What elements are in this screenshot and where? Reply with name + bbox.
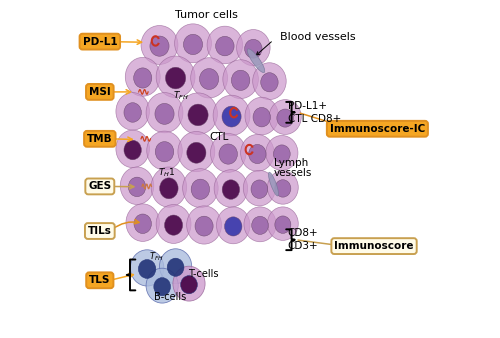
Ellipse shape [138,260,156,279]
Ellipse shape [155,103,174,124]
Ellipse shape [223,60,258,99]
Ellipse shape [130,250,164,286]
Ellipse shape [150,36,169,56]
Ellipse shape [236,29,270,66]
Text: CD8+: CD8+ [288,228,318,238]
Ellipse shape [146,93,183,133]
Ellipse shape [156,204,191,243]
Ellipse shape [253,107,270,127]
Text: GES: GES [88,182,112,191]
Ellipse shape [147,131,182,170]
Ellipse shape [160,249,192,284]
Ellipse shape [266,136,298,170]
Ellipse shape [248,144,266,164]
Ellipse shape [222,180,240,199]
Text: Blood vessels: Blood vessels [280,31,356,42]
Text: CTL CD8+: CTL CD8+ [288,114,341,124]
Text: $T_H$1: $T_H$1 [158,166,176,178]
Text: TLS: TLS [89,275,110,285]
Ellipse shape [207,26,242,64]
Ellipse shape [219,144,238,164]
Text: CTL: CTL [210,132,229,142]
Ellipse shape [200,69,218,90]
Ellipse shape [190,58,228,98]
Ellipse shape [260,73,278,92]
Text: Tumor cells: Tumor cells [175,10,238,20]
Ellipse shape [160,178,178,199]
Text: MSI: MSI [89,87,110,97]
Ellipse shape [146,268,178,303]
Ellipse shape [126,57,160,96]
Ellipse shape [268,207,298,240]
Ellipse shape [186,206,222,244]
Ellipse shape [116,93,150,130]
Ellipse shape [244,170,276,206]
Ellipse shape [182,169,218,208]
Text: $T_{FH}$: $T_{FH}$ [149,250,164,263]
Ellipse shape [178,131,215,172]
Text: CD3+: CD3+ [288,241,318,251]
Ellipse shape [116,130,150,168]
Ellipse shape [275,216,291,233]
Ellipse shape [154,277,170,296]
Ellipse shape [187,142,206,163]
Ellipse shape [216,207,250,244]
Ellipse shape [269,100,302,135]
Ellipse shape [275,180,291,197]
Ellipse shape [151,167,186,207]
Text: PD-L1+: PD-L1+ [288,101,327,111]
Ellipse shape [268,172,278,196]
Ellipse shape [164,215,182,235]
Ellipse shape [245,97,278,135]
Ellipse shape [156,142,174,162]
Text: Immunoscore: Immunoscore [334,241,414,251]
Ellipse shape [240,135,274,171]
Text: Lymph: Lymph [274,158,308,168]
Ellipse shape [120,167,154,204]
Ellipse shape [213,95,250,136]
Ellipse shape [252,216,268,235]
Ellipse shape [216,36,234,56]
Ellipse shape [232,70,250,91]
Ellipse shape [244,207,276,242]
Ellipse shape [124,140,142,160]
Text: T-cells: T-cells [188,269,218,279]
Ellipse shape [134,68,152,88]
Ellipse shape [178,93,218,135]
Ellipse shape [214,170,248,207]
Ellipse shape [224,217,242,236]
Ellipse shape [141,26,178,65]
Ellipse shape [126,204,160,241]
Ellipse shape [274,145,290,163]
Ellipse shape [128,177,146,197]
Text: TMB: TMB [87,134,112,144]
Ellipse shape [184,34,203,54]
Ellipse shape [167,258,184,276]
Text: Immunoscore-IC: Immunoscore-IC [330,124,425,134]
Ellipse shape [156,56,195,98]
Ellipse shape [124,103,142,122]
Text: TILs: TILs [88,226,112,236]
Ellipse shape [188,104,208,126]
Ellipse shape [277,109,293,127]
Ellipse shape [173,266,205,301]
Ellipse shape [252,63,286,100]
Ellipse shape [251,180,268,198]
Ellipse shape [191,179,210,199]
Text: B-cells: B-cells [154,292,186,302]
Ellipse shape [248,49,264,73]
Ellipse shape [244,39,262,58]
Text: PD-L1: PD-L1 [82,37,117,47]
Ellipse shape [166,67,186,89]
Text: $T_{FH}$: $T_{FH}$ [174,90,189,102]
Text: vessels: vessels [274,168,312,178]
Ellipse shape [134,214,152,234]
Ellipse shape [222,106,241,127]
Ellipse shape [180,275,198,294]
Ellipse shape [210,134,246,172]
Ellipse shape [268,171,298,204]
Ellipse shape [195,216,213,236]
Ellipse shape [174,24,212,63]
